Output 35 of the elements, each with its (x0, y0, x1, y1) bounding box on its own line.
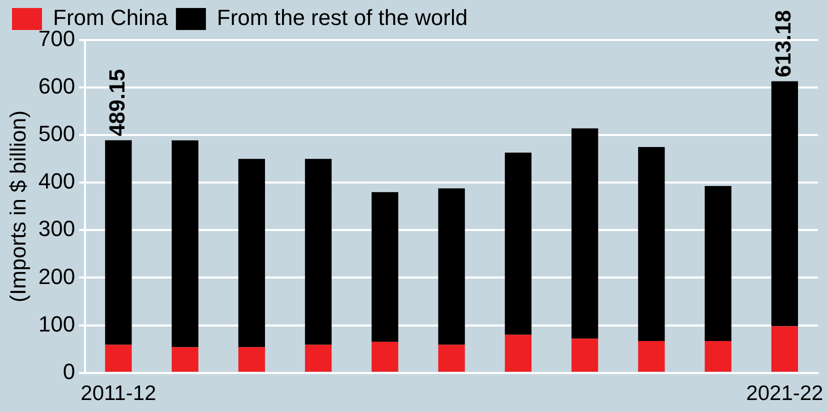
bar (704, 340, 732, 372)
bar (504, 334, 532, 372)
y-tick-label: 600 (38, 74, 76, 99)
bar (504, 152, 532, 335)
bar (105, 140, 132, 345)
total-label: 489.15 (104, 68, 130, 136)
y-tick-label: 500 (38, 121, 76, 146)
bar (105, 344, 132, 372)
bar (571, 338, 598, 372)
y-tick-label: 200 (38, 264, 76, 289)
bar (372, 342, 398, 372)
total-label: 613.18 (770, 10, 796, 78)
bar (372, 192, 398, 342)
bar (638, 340, 665, 372)
y-tick-label: 100 (38, 311, 76, 336)
bar (704, 186, 732, 341)
bar (771, 81, 798, 326)
y-axis-title: (Imports in $ billion) (5, 110, 30, 302)
x-tick-label: 2021-22 (746, 382, 824, 406)
x-tick-label: 2011-12 (80, 382, 156, 406)
legend-label: From the rest of the world (216, 5, 468, 30)
bar (238, 347, 265, 372)
y-tick-label: 300 (38, 216, 76, 242)
y-tick-label: 0 (62, 358, 76, 384)
bar (238, 158, 265, 348)
bar (638, 146, 665, 341)
bar (438, 344, 465, 372)
bar (172, 140, 198, 348)
bar (172, 347, 198, 372)
bar (571, 128, 598, 339)
bar (771, 326, 798, 372)
y-tick-label: 400 (38, 168, 76, 194)
bar (438, 188, 465, 345)
bar (304, 344, 332, 372)
bar (304, 158, 332, 345)
